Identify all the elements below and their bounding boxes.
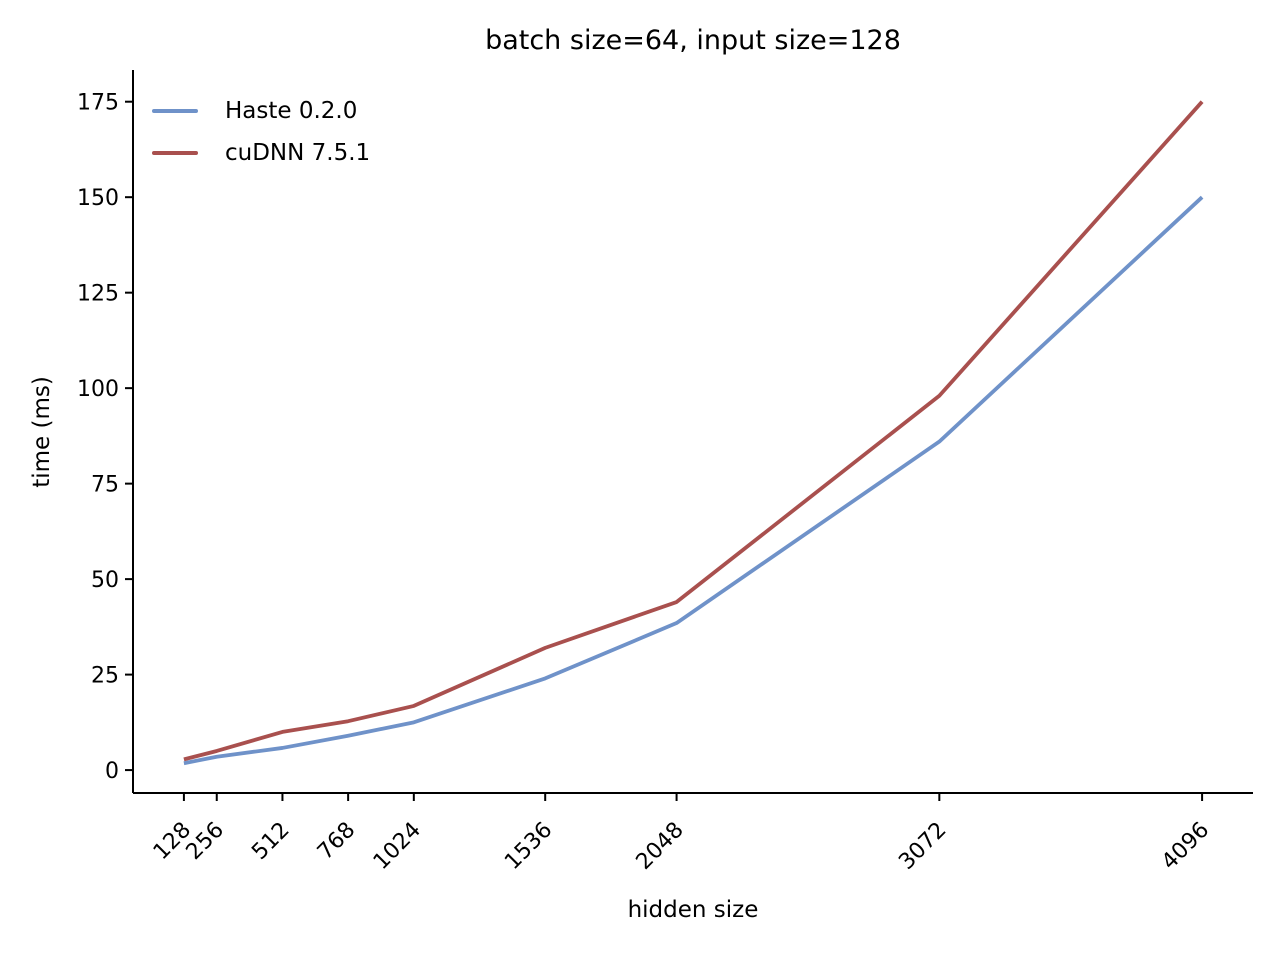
y-tick-label: 175 (77, 91, 119, 116)
y-tick-label: 125 (77, 282, 119, 307)
y-axis-label: time (ms) (29, 376, 55, 488)
y-tick-label: 50 (91, 568, 119, 593)
y-tick-label: 0 (105, 759, 119, 784)
legend-line-icon-cudnn (152, 151, 198, 155)
x-tick-label: 3072 (894, 818, 951, 875)
legend-line-icon-haste (152, 109, 198, 113)
series-line-haste (183, 195, 1204, 766)
legend-label-haste: Haste 0.2.0 (225, 98, 358, 124)
chart-title: batch size=64, input size=128 (485, 25, 901, 56)
x-axis-label: hidden size (627, 897, 759, 923)
x-tick-label: 256 (182, 818, 229, 865)
x-tick-label: 4096 (1157, 818, 1214, 875)
y-tick-label: 25 (91, 664, 119, 689)
y-tick-label: 150 (77, 186, 119, 211)
x-tick-label: 1536 (500, 818, 557, 875)
y-tick-label: 100 (77, 377, 119, 402)
x-tick-label: 768 (313, 818, 360, 865)
x-tick-label: 1024 (369, 818, 426, 875)
legend-item-haste: Haste 0.2.0 (152, 90, 370, 132)
y-tick-label: 75 (91, 473, 119, 498)
legend-label-cudnn: cuDNN 7.5.1 (225, 140, 371, 166)
x-tick-label: 512 (247, 818, 294, 865)
legend-item-cudnn: cuDNN 7.5.1 (152, 132, 370, 174)
x-tick-label: 2048 (632, 818, 689, 875)
legend: Haste 0.2.0 cuDNN 7.5.1 (152, 90, 370, 174)
series-line-cudnn (183, 100, 1204, 762)
